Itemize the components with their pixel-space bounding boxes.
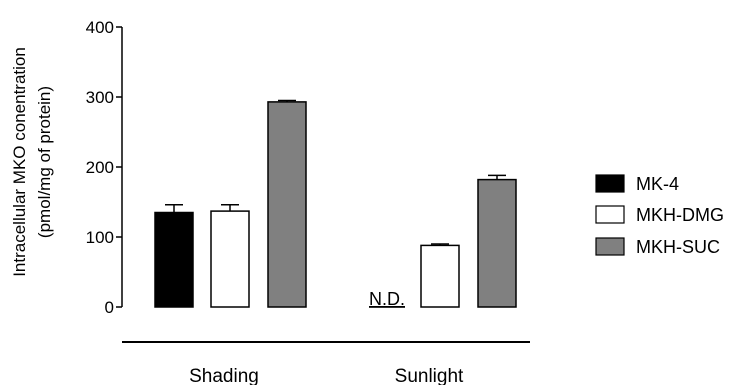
y-tick-label: 0 xyxy=(105,298,114,317)
category-label-sunlight: Sunlight xyxy=(395,366,464,385)
y-axis-title-line2: (pmol/mg of protein) xyxy=(35,86,54,238)
legend-label-mk-4: MK-4 xyxy=(636,174,679,194)
y-axis-title-line1: Intracellular MKO conentration xyxy=(10,47,29,277)
legend-swatch-mkh-suc xyxy=(595,237,625,256)
bars: N.D. xyxy=(154,99,517,309)
category-labels: Shading Sunlight xyxy=(189,366,464,385)
bar-mkh-dmg-shading xyxy=(210,210,250,308)
y-tick-label: 100 xyxy=(86,228,114,247)
legend-swatch-mk-4 xyxy=(595,174,625,193)
legend: MK-4 MKH-DMG MKH-SUC xyxy=(595,174,724,257)
legend-swatch-mkh-dmg xyxy=(595,205,625,224)
not-detected-label: N.D. xyxy=(369,289,405,309)
bar-mkh-suc-sunlight xyxy=(477,178,517,308)
bar-mkh-suc-shading xyxy=(267,101,307,308)
category-label-shading: Shading xyxy=(189,366,259,385)
legend-label-mkh-suc: MKH-SUC xyxy=(636,237,720,257)
bar-mkh-dmg-sunlight xyxy=(420,244,460,308)
y-tick-label: 300 xyxy=(86,88,114,107)
legend-label-mkh-dmg: MKH-DMG xyxy=(636,205,724,225)
y-ticks: 0 100 200 300 400 xyxy=(86,18,122,317)
y-tick-label: 200 xyxy=(86,158,114,177)
bar-mk-4-shading xyxy=(154,211,194,308)
y-tick-label: 400 xyxy=(86,18,114,37)
